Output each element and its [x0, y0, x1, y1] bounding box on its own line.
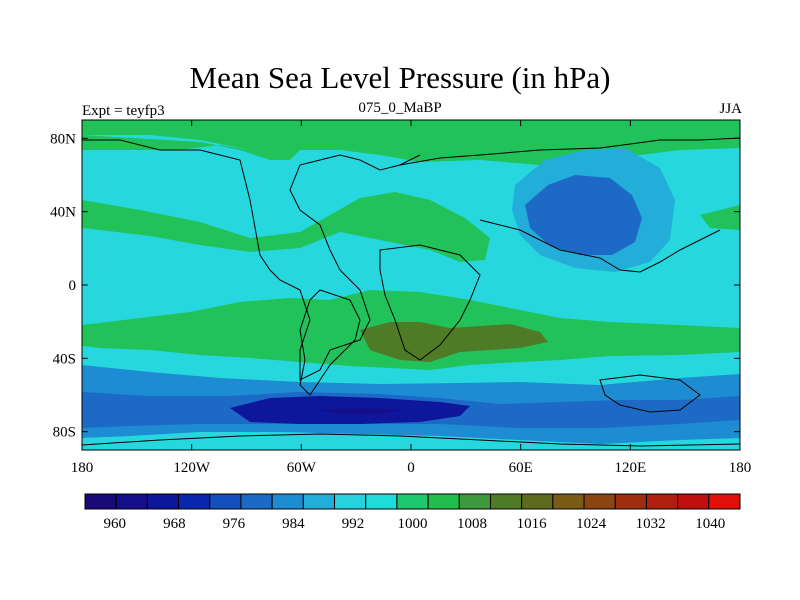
chart-title: Mean Sea Level Pressure (in hPa)	[189, 60, 611, 95]
y-tick-label: 40S	[53, 351, 76, 367]
colorbar-swatch	[146, 493, 180, 510]
x-tick-label: 180	[729, 460, 752, 476]
antarctic-low-core	[320, 408, 400, 414]
coast-antarctica	[82, 433, 740, 447]
x-tick-label: 0	[407, 460, 415, 476]
colorbar-label: 1032	[636, 516, 666, 532]
season-label: JJA	[719, 101, 742, 117]
coast-africa	[379, 244, 481, 361]
coast-asia-south	[479, 219, 721, 273]
colorbar-swatch	[396, 493, 429, 510]
south-atlantic-high	[360, 322, 548, 362]
north-subtropical-high	[82, 192, 490, 262]
colorbar-swatch	[334, 493, 367, 510]
coast-australia	[599, 374, 701, 413]
colorbar-label: 976	[223, 516, 246, 532]
colorbar-swatch	[115, 493, 148, 510]
colorbar-swatch	[708, 493, 741, 510]
colorbar-swatch	[427, 493, 460, 510]
antarctic-edge	[82, 434, 740, 450]
x-tick-label: 120W	[173, 460, 211, 476]
arctic-green-patch	[82, 135, 270, 160]
colorbar-swatch	[209, 493, 242, 510]
y-tick-label: 80S	[53, 425, 76, 441]
colorbar-swatch	[84, 493, 117, 510]
colorbar-label: 1024	[576, 516, 607, 532]
colorbar-label: 984	[282, 516, 305, 532]
colorbar-label: 992	[342, 516, 365, 532]
time-slice-label: 075_0_MaBP	[358, 100, 442, 116]
colorbar-swatch	[677, 493, 710, 510]
colorbar-label: 968	[163, 516, 186, 532]
x-tick-label: 60W	[287, 460, 317, 476]
y-tick-label: 0	[69, 278, 77, 294]
colorbar-swatch	[614, 493, 647, 510]
colorbar-swatch	[302, 493, 336, 510]
colorbar-swatch	[521, 493, 554, 510]
colorbar-swatch	[240, 493, 273, 510]
colorbar-label: 1008	[457, 516, 487, 532]
coast-south-america	[299, 289, 361, 396]
y-tick-label: 40N	[50, 205, 76, 221]
colorbar-label: 1016	[517, 516, 548, 532]
x-tick-label: 60E	[509, 460, 533, 476]
experiment-label: Expt = teyfp3	[82, 103, 165, 119]
axis-ticks: 180 120W 60W 0 60E 120E 180 80N 40N 0 40S 80S	[50, 120, 751, 476]
colorbar-swatch	[178, 493, 211, 510]
x-tick-label: 120E	[614, 460, 646, 476]
colorbar: 960 968 976 984 992 1000 1008 1016 1024 1032 1040	[84, 493, 741, 532]
north-pacific-east-high	[700, 205, 740, 230]
colorbar-swatch	[271, 493, 304, 510]
colorbar-label: 1040	[695, 516, 725, 532]
colorbar-swatch	[552, 493, 585, 510]
colorbar-swatch	[583, 493, 616, 510]
colorbar-swatch	[365, 493, 398, 510]
coastlines	[82, 137, 740, 447]
asian-low-inner	[525, 175, 642, 255]
colorbar-swatch	[458, 493, 491, 510]
x-tick-label: 180	[71, 460, 94, 476]
colorbar-label: 960	[104, 516, 127, 532]
y-tick-label: 80N	[50, 131, 76, 147]
coast-eurasia	[399, 137, 740, 166]
colorbar-label: 1000	[398, 516, 428, 532]
contour-fill	[82, 120, 740, 450]
colorbar-swatch	[645, 493, 679, 510]
colorbar-swatch	[489, 493, 523, 510]
coast-north-america	[82, 139, 421, 381]
